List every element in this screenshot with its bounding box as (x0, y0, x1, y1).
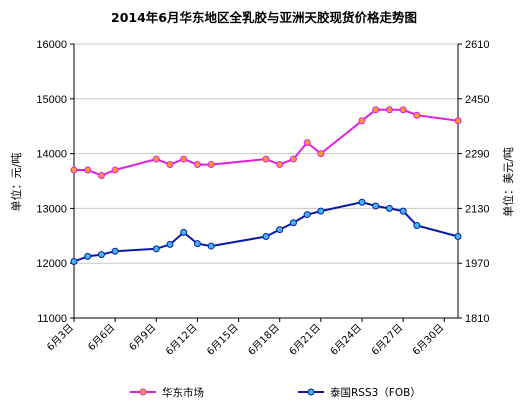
left-tick-label: 14000 (36, 149, 67, 161)
x-tick-label: 6月3日 (44, 322, 76, 354)
x-tick-label: 6月9日 (127, 322, 159, 354)
series-0-point (166, 161, 174, 169)
legend: 华东市场 泰国RSS3（FOB） (130, 386, 421, 399)
axes (73, 44, 459, 319)
x-tick-label: 6月12日 (163, 322, 199, 358)
x-tick-label: 6月24日 (328, 322, 364, 358)
right-tick-label: 2450 (465, 94, 489, 106)
series-line-0 (74, 108, 459, 177)
series-1-point (84, 252, 92, 260)
series-0-point (413, 111, 421, 119)
series-0-point (317, 150, 325, 158)
series-0-point (303, 139, 311, 147)
y-axis-label-left: 单位：元/吨 (9, 153, 23, 212)
x-axis-ticks: 6月3日 6月6日 6月9日 6月12日 6月15日 6月18日 6月21日 6月24日 6月2… (44, 318, 446, 358)
series-1-point (111, 247, 119, 255)
series-0-point (97, 172, 105, 180)
legend-label-1: 泰国RSS3（FOB） (330, 386, 421, 399)
series-0-point (399, 106, 407, 114)
left-tick-label: 15000 (36, 94, 67, 106)
series-1-point (317, 207, 325, 215)
series-1-point (166, 240, 174, 248)
series-0-point (111, 166, 119, 174)
series-1-point (70, 257, 78, 265)
left-tick-label: 12000 (36, 258, 67, 270)
series-1-point (399, 207, 407, 215)
series-1-point (193, 240, 201, 248)
right-tick-label: 2610 (465, 39, 489, 51)
legend-marker-1 (307, 388, 315, 396)
series-1-point (276, 226, 284, 234)
x-tick-label: 6月21日 (287, 322, 323, 358)
chart-title: 2014年6月华东地区全乳胶与亚洲天胶现货价格走势图 (111, 10, 417, 25)
x-tick-label: 6月6日 (86, 322, 118, 354)
series-1-point (454, 232, 462, 240)
series-1-point (303, 211, 311, 219)
series-0-point (358, 117, 366, 125)
left-tick-label: 11000 (37, 313, 67, 325)
series-1-point (97, 251, 105, 259)
right-tick-label: 2290 (465, 149, 489, 161)
x-tick-label: 6月15日 (205, 322, 241, 358)
series-1-point (180, 228, 188, 236)
series-1-point (289, 219, 297, 227)
series-0-point (152, 155, 160, 163)
x-tick-label: 6月18日 (246, 322, 282, 358)
right-tick-label: 2130 (465, 203, 489, 215)
x-tick-label: 6月27日 (369, 322, 405, 358)
legend-marker-0 (139, 388, 147, 396)
series-0-point (84, 166, 92, 174)
left-tick-label: 13000 (36, 203, 67, 215)
series-1-point (413, 222, 421, 230)
left-axis-ticks: 11000 12000 13000 14000 15000 16000 (36, 39, 74, 325)
series-1-point (372, 202, 380, 210)
series-0-point (262, 155, 270, 163)
x-tick-label: 6月30日 (410, 322, 446, 358)
grid-lines (74, 43, 458, 319)
series-0-point (193, 161, 201, 169)
series-0-point (70, 166, 78, 174)
left-tick-label: 16000 (36, 39, 67, 51)
right-tick-label: 1810 (465, 313, 489, 325)
series-1-point (207, 242, 215, 250)
y-axis-label-right: 单位：美元/吨 (501, 147, 515, 217)
series-0-point (207, 161, 215, 169)
series-0-point (372, 106, 380, 114)
legend-label-0: 华东市场 (162, 386, 204, 399)
series-0-point (276, 161, 284, 169)
series-0-point (385, 106, 393, 114)
series-1-point (358, 198, 366, 206)
series-0-point (180, 155, 188, 163)
series-layer (70, 106, 462, 265)
series-1-point (262, 232, 270, 240)
right-tick-label: 1970 (465, 258, 489, 270)
series-1-point (152, 245, 160, 253)
right-axis-ticks: 1810 1970 2130 2290 2450 2610 (458, 39, 489, 325)
series-0-point (454, 117, 462, 125)
series-1-point (385, 204, 393, 212)
series-0-point (289, 155, 297, 163)
